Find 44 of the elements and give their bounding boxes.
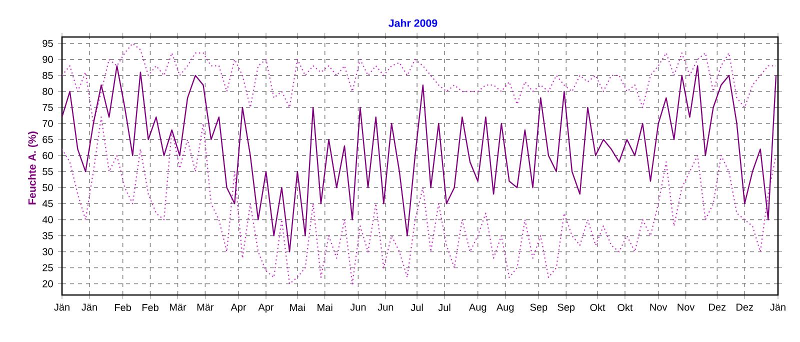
y-tick-label: 50 xyxy=(42,184,53,192)
y-tick-label: 95 xyxy=(42,40,53,47)
chart-title: Jahr 2009 xyxy=(388,19,438,27)
y-tick-label: 90 xyxy=(42,56,53,63)
x-tick-label: Mär xyxy=(170,304,186,311)
x-tick-label: Sep xyxy=(530,304,548,313)
x-tick-label: Jul xyxy=(410,304,423,312)
x-tick-label: Apr xyxy=(230,304,246,313)
y-tick-label: 25 xyxy=(42,264,53,272)
x-tick-label: Feb xyxy=(115,304,132,312)
y-axis-title: Feuchte A. (%) xyxy=(28,132,38,204)
x-tick-label: Jän xyxy=(54,304,70,311)
y-tick-label: 85 xyxy=(42,72,53,79)
x-tick-label: Jän xyxy=(770,304,786,311)
y-tick-label: 65 xyxy=(42,136,53,144)
x-tick-label: Feb xyxy=(142,304,158,312)
x-tick-label: Mai xyxy=(290,304,305,312)
x-tick-label: Apr xyxy=(258,304,274,313)
x-tick-label: Okt xyxy=(618,304,633,312)
y-tick-label: 35 xyxy=(42,232,53,240)
x-tick-label: Aug xyxy=(496,304,514,313)
x-tick-label: Nov xyxy=(650,304,668,311)
x-tick-label: Dez xyxy=(736,304,754,311)
y-tick-label: 30 xyxy=(42,248,53,256)
x-tick-label: Mai xyxy=(318,304,332,312)
y-tick-label: 40 xyxy=(42,216,53,224)
x-tick-label: Sep xyxy=(558,304,575,313)
y-tick-label: 60 xyxy=(42,152,53,160)
y-tick-label: 80 xyxy=(42,88,53,96)
y-tick-label: 75 xyxy=(42,104,53,111)
x-tick-label: Nov xyxy=(678,304,695,311)
y-tick-label: 55 xyxy=(42,168,53,176)
line-series xyxy=(62,65,777,252)
x-tick-label: Jän xyxy=(82,304,97,311)
x-tick-label: Mär xyxy=(197,304,214,311)
y-tick-label: 20 xyxy=(42,280,53,288)
x-tick-label: Jul xyxy=(438,304,450,312)
x-tick-label: Okt xyxy=(590,304,606,312)
x-tick-label: Jun xyxy=(378,304,394,311)
x-tick-label: Aug xyxy=(468,304,486,313)
x-tick-label: Jun xyxy=(350,304,366,311)
y-tick-label: 70 xyxy=(42,120,53,128)
y-tick-label: 45 xyxy=(42,200,53,208)
x-tick-label: Dez xyxy=(709,304,726,311)
